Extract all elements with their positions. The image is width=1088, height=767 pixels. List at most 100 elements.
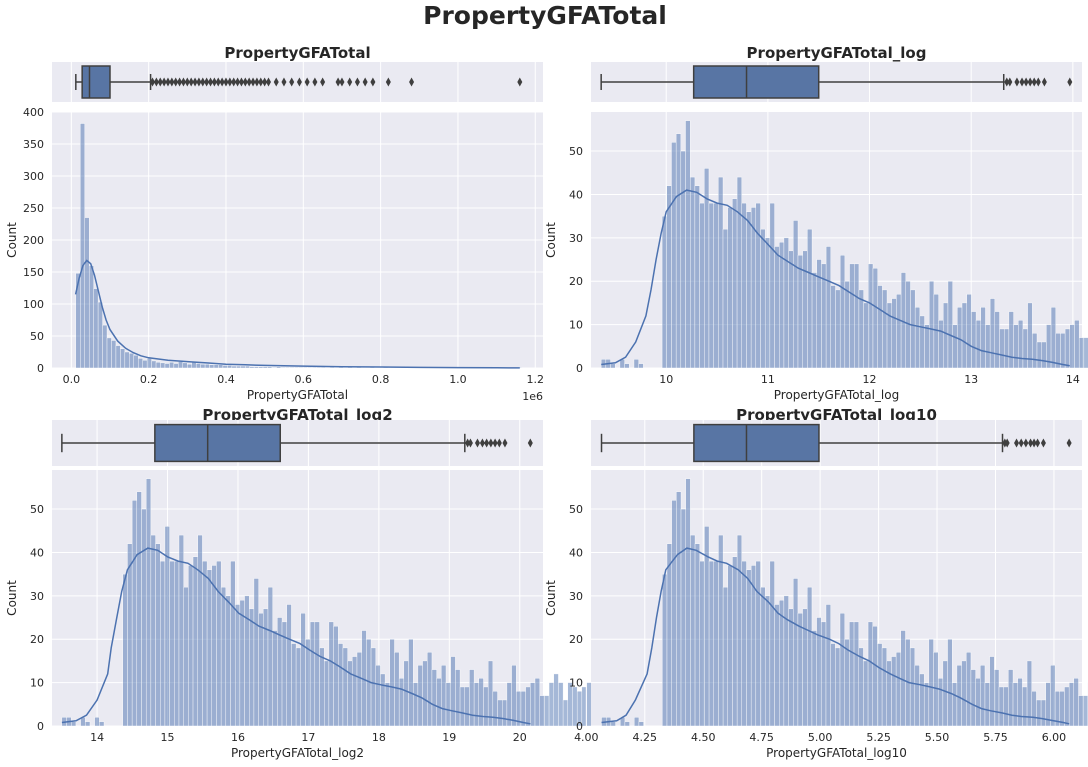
y-tick-label: 40	[30, 546, 44, 559]
histogram-bar	[291, 643, 297, 727]
histogram-bar	[272, 630, 278, 727]
panel-4: PropertyGFATotal_log10 4.00 4.25 4.50 4.75 5.…	[544, 406, 1088, 760]
histogram-bar	[699, 202, 705, 369]
kde-line	[601, 189, 1070, 367]
histogram-bar	[302, 367, 308, 369]
histogram-bar	[676, 491, 682, 727]
x-tick-label: 19	[442, 731, 456, 744]
histogram-bar	[375, 665, 381, 727]
histogram-bar	[267, 366, 273, 369]
boxplot-flier	[467, 438, 473, 448]
histogram-bar	[262, 366, 268, 369]
boxplot-flier	[488, 438, 494, 448]
histogram-bar	[539, 695, 545, 727]
boxplot-flier	[1023, 438, 1029, 448]
histogram-bar	[961, 660, 967, 727]
histogram-bar	[333, 626, 339, 727]
y-tick-label: 10	[569, 319, 583, 332]
boxplot-flier	[188, 77, 194, 87]
boxplot-flier	[242, 77, 248, 87]
histogram-bar	[802, 250, 808, 369]
histogram-bar	[779, 599, 785, 727]
x-tick-label: 14	[90, 731, 104, 744]
histogram-bar	[178, 534, 184, 727]
boxplot-flier	[1035, 77, 1041, 87]
histogram-bar	[816, 617, 822, 727]
histogram-bar	[708, 202, 714, 369]
histogram-bar	[240, 365, 246, 369]
boxplot-flier	[1040, 438, 1046, 448]
boxplot-flier	[1028, 438, 1034, 448]
boxplot-flier	[250, 77, 256, 87]
y-tick-label: 10	[569, 677, 583, 690]
histogram-bar	[835, 647, 841, 727]
boxplot-flier	[200, 77, 206, 87]
boxplot-flier	[474, 438, 480, 448]
boxplot-flier	[169, 77, 175, 87]
histogram-bar	[319, 647, 325, 727]
x-tick-label: 1.2	[527, 373, 545, 386]
boxplot-flier	[1035, 438, 1041, 448]
kde-line	[74, 259, 520, 369]
histogram-bar	[222, 365, 228, 369]
histogram-bar	[328, 621, 334, 727]
histogram-bar	[1018, 320, 1024, 369]
boxplot-flier	[492, 438, 498, 448]
boxplot-flier	[196, 77, 202, 87]
histogram-bar	[1032, 333, 1038, 369]
histogram-bar	[1074, 320, 1080, 369]
histogram-bar	[947, 281, 953, 369]
boxplot-flier	[347, 77, 353, 87]
y-tick-label: 300	[23, 170, 44, 183]
y-tick-label: 20	[569, 275, 583, 288]
histogram-bar	[769, 202, 775, 369]
histogram-bar	[975, 320, 981, 369]
histogram-bar	[234, 604, 241, 727]
histogram-bar	[994, 311, 1000, 369]
histogram-bar	[909, 647, 916, 727]
x-tick-label: 0.4	[217, 373, 235, 386]
boxplot-flier	[150, 77, 156, 87]
histogram-bar	[975, 678, 981, 727]
boxplot-flier	[335, 77, 341, 87]
x-axis-label: PropertyGFATotal_log	[774, 388, 899, 402]
histogram-bar	[202, 560, 208, 727]
histogram-bar	[882, 289, 888, 369]
histogram-bar	[206, 569, 212, 727]
histogram-bar	[558, 682, 564, 727]
histogram-bar	[192, 556, 198, 727]
histogram-bar	[314, 621, 320, 727]
histogram-bar	[280, 367, 286, 369]
boxplot-flier	[312, 77, 318, 87]
histogram-bar	[736, 176, 742, 369]
y-tick-label: 100	[23, 298, 44, 311]
x-tick-label: 4.75	[749, 731, 774, 744]
histogram-bar	[356, 652, 362, 727]
histogram-bar	[459, 686, 465, 727]
histogram-bar	[919, 673, 925, 727]
histogram-bar	[249, 366, 255, 369]
boxplot-flier	[1018, 438, 1024, 448]
histogram-bar	[422, 660, 428, 727]
histogram-bar	[699, 560, 705, 727]
boxplot-flier	[1004, 77, 1010, 87]
histogram-bar	[666, 543, 672, 727]
x-tick-label: 18	[372, 731, 386, 744]
histogram-bar	[1036, 699, 1042, 727]
boxplot-flier	[173, 77, 179, 87]
boxplot-flier	[339, 77, 345, 87]
histogram-bar	[492, 691, 498, 727]
y-tick-label: 400	[23, 106, 44, 119]
histogram-bar	[93, 288, 99, 369]
boxplot-flier	[370, 77, 376, 87]
histogram-bar	[923, 682, 930, 727]
boxplot-flier	[227, 77, 233, 87]
histogram-bar	[1068, 682, 1075, 727]
histogram-bar	[947, 639, 953, 727]
boxplot-flier	[235, 77, 241, 87]
boxplot-flier	[320, 77, 326, 87]
histogram-bar	[195, 363, 201, 369]
histogram-bar	[980, 307, 986, 369]
x-tick-label: 4.25	[633, 731, 658, 744]
